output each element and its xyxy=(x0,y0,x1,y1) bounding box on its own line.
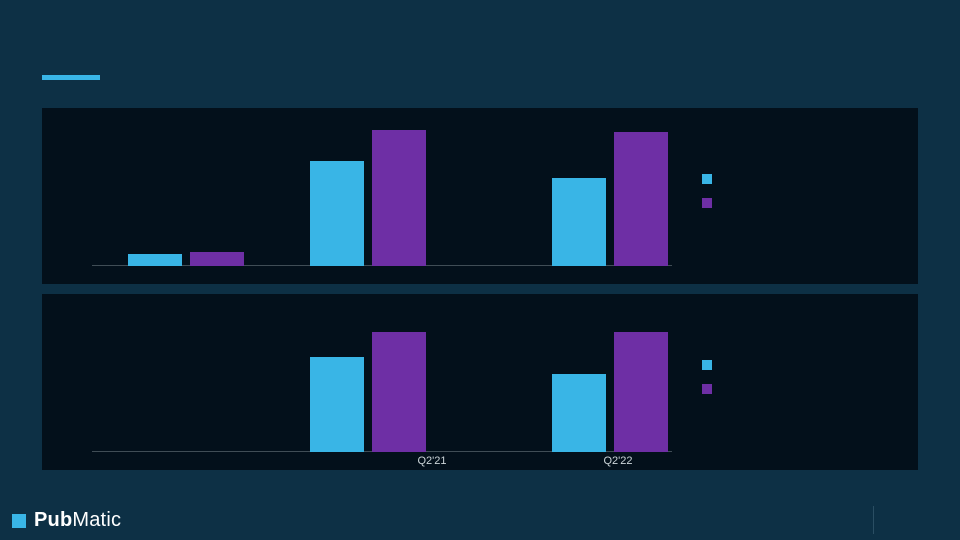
bar xyxy=(310,357,364,452)
legend-item xyxy=(702,384,722,394)
logo-text-2: Matic xyxy=(72,509,121,531)
x-axis-label: Q2'21 xyxy=(372,455,492,467)
footer: PubMatic xyxy=(0,500,960,540)
legend-item xyxy=(702,360,722,370)
chart-plot xyxy=(92,114,672,266)
bar xyxy=(552,374,606,452)
logo-square-icon xyxy=(12,514,26,528)
x-axis-labels: Q2'21Q2'22 xyxy=(92,455,672,469)
bar xyxy=(372,130,426,266)
brand-logo: PubMatic xyxy=(12,509,121,532)
bar xyxy=(128,254,182,266)
chart-panel-top xyxy=(42,108,918,284)
footer-divider xyxy=(873,506,874,534)
chart-panel-bottom: Q2'21 Q2'22 xyxy=(42,294,918,470)
bar xyxy=(372,332,426,452)
title-accent-bar xyxy=(42,75,100,80)
logo-text-1: Pub xyxy=(34,509,72,531)
bar xyxy=(310,161,364,266)
legend-swatch-icon xyxy=(702,198,712,208)
logo-text: PubMatic xyxy=(34,509,121,532)
chart-plot xyxy=(92,300,672,452)
legend xyxy=(702,360,722,394)
legend-swatch-icon xyxy=(702,360,712,370)
bar xyxy=(614,132,668,266)
bar xyxy=(614,332,668,452)
slide: Q2'21 Q2'22 PubMatic xyxy=(0,0,960,540)
legend-item xyxy=(702,198,722,208)
bar xyxy=(552,178,606,266)
x-axis-label: Q2'22 xyxy=(558,455,678,467)
bar xyxy=(190,252,244,266)
legend-swatch-icon xyxy=(702,384,712,394)
legend xyxy=(702,174,722,208)
legend-swatch-icon xyxy=(702,174,712,184)
chart-panels: Q2'21 Q2'22 xyxy=(42,108,918,480)
legend-item xyxy=(702,174,722,184)
